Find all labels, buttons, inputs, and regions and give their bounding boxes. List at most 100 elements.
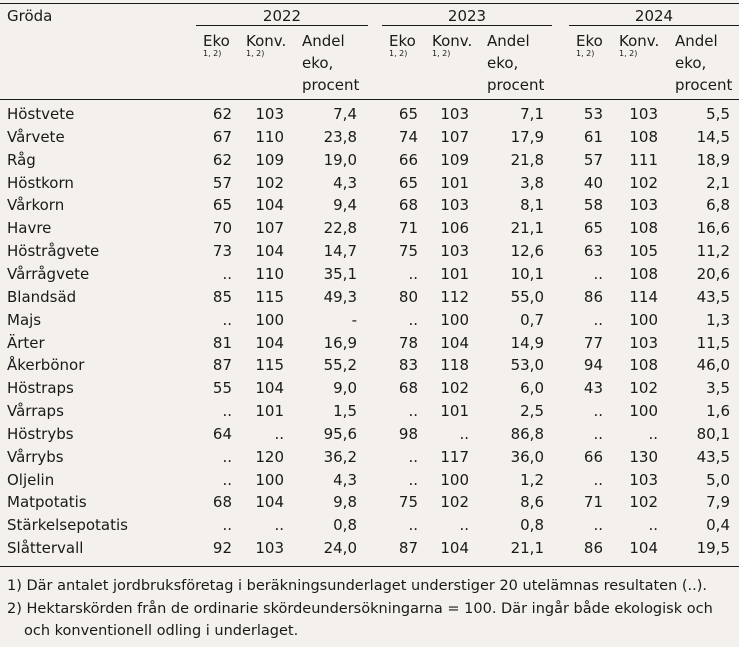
andel-eko-value: 19,0	[323, 150, 357, 169]
konv-value: 103	[629, 470, 658, 489]
andel-eko-value: 21,1	[510, 219, 544, 238]
konv-value: 111	[629, 150, 658, 169]
andel-eko-value: 46,0	[696, 356, 730, 375]
eko-value: ..	[593, 470, 603, 489]
konv-value: 103	[629, 105, 658, 123]
konv-value: 102	[629, 493, 658, 512]
eko-value: 65	[398, 105, 418, 123]
table-row: Havre 70 107 22,8 71 106 21,1 65 108 16,6	[0, 217, 739, 240]
konv-value: 102	[440, 379, 469, 398]
crop-name: Matpotatis	[7, 493, 87, 512]
table-row: Majs.. 100 -.. 100 0,7.. 100 1,3	[0, 309, 739, 332]
header-bottom-rule	[0, 99, 739, 100]
eko-value: 65	[398, 173, 418, 192]
andel-eko-value: 22,8	[323, 219, 357, 238]
note-ref: 1, 2)	[432, 49, 451, 58]
crop-name: Höstraps	[7, 379, 74, 398]
andel-eko-value: 0,8	[333, 516, 357, 535]
konv-column-header: Konv. 1, 2)	[432, 30, 472, 59]
crop-name: Höstrågvete	[7, 242, 100, 261]
table-row: Slåttervall 92 103 24,0 87 104 21,1 86 104 19,5	[0, 537, 739, 560]
konv-value: 115	[255, 356, 284, 375]
konv-value: 100	[629, 310, 658, 329]
konv-value: 104	[440, 539, 469, 558]
eko-value: 62	[212, 150, 232, 169]
eko-value: 81	[212, 333, 232, 352]
andel-eko-value: 18,9	[696, 150, 730, 169]
konv-value: 103	[255, 539, 284, 558]
andel-eko-value: 2,5	[520, 402, 544, 421]
andel-eko-value: 8,1	[520, 196, 544, 215]
konv-column-header: Konv. 1, 2)	[246, 30, 286, 59]
andel-eko-value: 7,9	[706, 493, 730, 512]
andel-eko-value: 1,2	[520, 470, 544, 489]
note-ref: 1, 2)	[576, 49, 595, 58]
eko-column-header: Eko 1, 2)	[389, 30, 416, 59]
konv-value: 104	[440, 333, 469, 352]
table-row: Åkerbönor 87 115 55,2 83 118 53,0 94 108 46,0	[0, 354, 739, 377]
andel-column-header: Andel eko, procent	[302, 30, 359, 96]
andel-eko-value: 0,7	[520, 310, 544, 329]
eko-value: 61	[583, 127, 603, 146]
andel-eko-value: 4,3	[333, 173, 357, 192]
crop-name: Blandsäd	[7, 287, 77, 306]
andel-eko-value: 16,6	[696, 219, 730, 238]
konv-value: 120	[255, 447, 284, 466]
crop-name: Vårkorn	[7, 196, 65, 215]
eko-value: ..	[408, 402, 418, 421]
eko-value: ..	[408, 447, 418, 466]
andel-label-line2: eko,	[487, 54, 519, 72]
konv-value: 101	[255, 402, 284, 421]
eko-value: 71	[398, 219, 418, 238]
table-row: Vårrybs.. 120 36,2.. 117 36,0 66 130 43,5	[0, 446, 739, 469]
eko-value: 75	[398, 493, 418, 512]
konv-value: 100	[629, 402, 658, 421]
andel-label-line3: procent	[675, 76, 733, 94]
crop-name: Vårraps	[7, 402, 64, 421]
eko-value: 83	[398, 356, 418, 375]
crop-name: Höstvete	[7, 105, 75, 123]
konv-value: 100	[255, 470, 284, 489]
table-row: Blandsäd 85 115 49,3 80 112 55,0 86 114 43,5	[0, 286, 739, 309]
konv-value: 104	[255, 196, 284, 215]
konv-value: 102	[255, 173, 284, 192]
eko-column-header: Eko 1, 2)	[576, 30, 603, 59]
year-underline	[382, 25, 552, 26]
andel-eko-value: 9,0	[333, 379, 357, 398]
eko-value: 86	[583, 539, 603, 558]
andel-eko-value: 12,6	[510, 242, 544, 261]
andel-eko-value: 53,0	[510, 356, 544, 375]
eko-value: 74	[398, 127, 418, 146]
eko-label: Eko	[576, 32, 603, 50]
andel-eko-value: 49,3	[323, 287, 357, 306]
footnote-2: 2) Hektarskörden från de ordinarie skörd…	[7, 601, 713, 617]
andel-label-line3: procent	[487, 76, 545, 94]
andel-eko-value: 5,0	[706, 470, 730, 489]
konv-value: 105	[629, 242, 658, 261]
konv-value: 100	[255, 310, 284, 329]
konv-label: Konv.	[619, 32, 660, 50]
konv-value: 102	[629, 173, 658, 192]
eko-value: 57	[212, 173, 232, 192]
konv-value: 109	[255, 150, 284, 169]
andel-label-line1: Andel	[487, 32, 530, 50]
konv-label: Konv.	[432, 32, 473, 50]
konv-value: 100	[440, 470, 469, 489]
year-header: 2023	[447, 7, 487, 25]
konv-value: 110	[255, 264, 284, 283]
eko-value: 77	[583, 333, 603, 352]
andel-eko-value: 24,0	[323, 539, 357, 558]
eko-value: 68	[398, 196, 418, 215]
andel-eko-value: 55,0	[510, 287, 544, 306]
konv-label: Konv.	[246, 32, 287, 50]
year-underline	[569, 25, 739, 26]
note-ref: 1, 2)	[619, 49, 638, 58]
andel-eko-value: 6,8	[706, 196, 730, 215]
andel-eko-value: 1,5	[333, 402, 357, 421]
eko-value: 70	[212, 219, 232, 238]
table-row: Oljelin.. 100 4,3.. 100 1,2.. 103 5,0	[0, 469, 739, 492]
andel-eko-value: 23,8	[323, 127, 357, 146]
andel-eko-value: 11,2	[696, 242, 730, 261]
konv-value: 114	[629, 287, 658, 306]
andel-eko-value: 7,1	[520, 105, 544, 123]
